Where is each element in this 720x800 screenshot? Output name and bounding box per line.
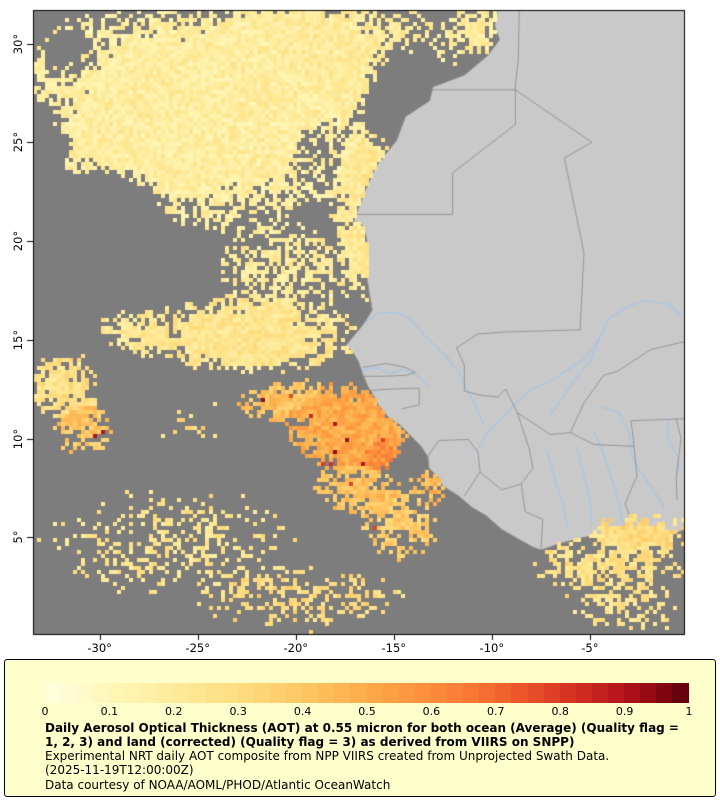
x-axis-tick-label: -30°: [87, 641, 112, 655]
colorbar-tick-label: 0.4: [293, 705, 312, 718]
colorbar-tick-label: 0.3: [229, 705, 247, 718]
aot-map-canvas: [0, 0, 720, 656]
colorbar-tick-label: 0.8: [551, 705, 569, 718]
x-axis-tick-label: -10°: [479, 641, 505, 655]
y-axis-tick-label: 30°: [11, 33, 25, 54]
x-axis-tick-label: -15°: [381, 641, 407, 655]
colorbar-tick-label: 0.1: [100, 705, 119, 718]
colorbar-tick-label: 0.7: [487, 705, 505, 718]
colorbar-tick-label: 0.2: [165, 705, 183, 718]
x-axis-tick-label: -25°: [185, 641, 210, 655]
x-axis-tick-label: -5°: [581, 641, 599, 655]
y-axis-tick-label: 10°: [11, 428, 25, 449]
legend-panel: 0 0.1 0.2 0.3 0.4 0.5 0.6 0.7 0.8 0.9 1 Daily Aero…: [4, 659, 716, 797]
colorbar-tick-label: 0: [41, 705, 49, 718]
colorbar-tick-label: 0.6: [422, 705, 441, 718]
y-axis-tick-label: 5°: [11, 530, 25, 544]
y-axis-tick-label: 15°: [11, 329, 25, 350]
y-axis-tick-label: 25°: [11, 132, 25, 153]
caption-description: Experimental NRT daily AOT composite fro…: [45, 749, 610, 764]
caption-credit: Data courtesy of NOAA/AOML/PHOD/Atlantic…: [45, 777, 391, 792]
colorbar-tick-labels: 0 0.1 0.2 0.3 0.4 0.5 0.6 0.7 0.8 0.9 1: [41, 703, 693, 719]
x-axis-tick-label: -20°: [283, 641, 309, 655]
aot-colorbar: [45, 683, 689, 703]
y-axis-tick-label: 20°: [11, 230, 25, 252]
caption-timestamp: (2025-11-19T12:00:00Z): [45, 763, 194, 778]
caption-title: Daily Aerosol Optical Thickness (AOT) at…: [45, 721, 679, 750]
colorbar-tick-label: 0.9: [615, 705, 634, 718]
caption: Daily Aerosol Optical Thickness (AOT) at…: [45, 721, 687, 792]
colorbar-tick-label: 0.5: [358, 705, 376, 718]
colorbar-tick-label: 1: [685, 705, 693, 718]
